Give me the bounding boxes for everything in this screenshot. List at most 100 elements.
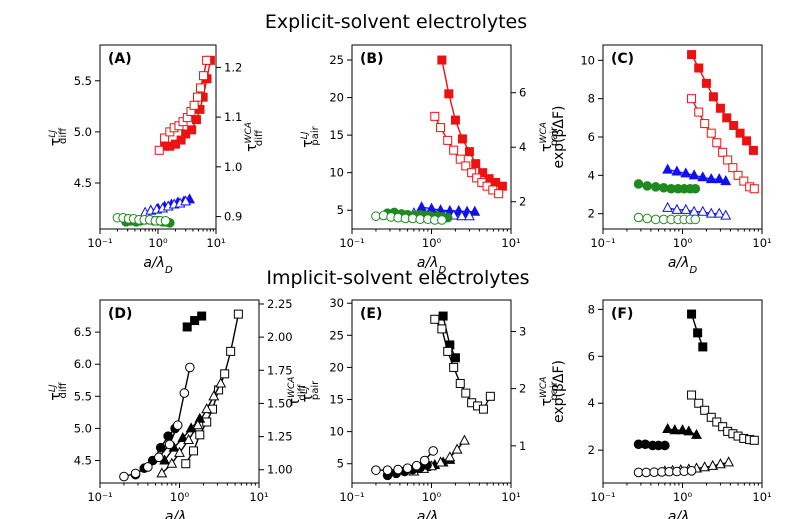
data-point-square [729, 121, 739, 130]
data-point-triangle [705, 207, 717, 218]
y-tick-label: 20 [329, 91, 344, 105]
y2-tick-label: 2 [519, 382, 526, 396]
plot-area [371, 311, 495, 481]
data-point-triangle [688, 169, 700, 180]
y2-tick-label: 1 [519, 439, 526, 453]
data-point-triangle [459, 434, 470, 445]
data-point-square [478, 168, 488, 178]
implicit-section-title: Implicit-solvent electrolytes [266, 267, 529, 289]
y-tick-label: 4.5 [74, 176, 92, 190]
data-point-circle [642, 213, 653, 224]
data-point-square [718, 147, 728, 157]
data-point-circle [164, 439, 175, 450]
data-point-square [494, 189, 504, 199]
y-axis-label-superscript: LJ [300, 386, 310, 394]
plot-frame [99, 44, 217, 230]
x-tick-label: 10⁻¹ [339, 490, 364, 504]
y2-axis-label-subscript: pair [549, 380, 560, 400]
x-axis-label: a/λD [668, 509, 698, 519]
y-tick-label: 4 [588, 396, 595, 410]
data-point-square [728, 163, 738, 173]
data-point-triangle [215, 377, 227, 388]
series-green-open-circle [633, 212, 701, 225]
x-axis-label-main: a/λ [165, 509, 187, 519]
data-point-circle [428, 446, 438, 456]
y-tick-label: 10 [580, 53, 595, 67]
y-tick-label: 10 [329, 166, 344, 180]
data-point-square [708, 92, 718, 102]
y-axis-label-superscript: LJ [48, 384, 58, 392]
plot-frame [602, 299, 763, 484]
x-tick-label: 10⁻¹ [87, 490, 112, 504]
data-point-square [202, 55, 212, 65]
y-axis-label-base: τ [48, 392, 64, 400]
data-point-square [700, 405, 710, 415]
x-tick-label: 10⁰ [673, 236, 693, 250]
series-green-filled-circle [633, 179, 701, 194]
plot-frame [351, 44, 512, 230]
panel-label-e: (E) [360, 306, 382, 322]
data-point-circle [650, 182, 661, 192]
y2-axis-label-subscript: diff [297, 383, 308, 400]
data-point-square [444, 89, 454, 99]
y2-tick-label: 1.2 [224, 60, 242, 74]
x-tick-label: 10⁰ [422, 490, 442, 504]
data-point-square [199, 71, 209, 81]
data-point-circle [641, 467, 652, 478]
data-point-square [742, 136, 752, 146]
x-tick-label: 10⁻¹ [590, 236, 615, 250]
x-tick-label: 10⁰ [673, 490, 693, 504]
data-point-triangle [469, 205, 481, 216]
data-point-circle [690, 183, 701, 194]
data-point-circle [650, 214, 661, 225]
x-tick-label: 10¹ [752, 490, 771, 504]
y-axis-label: τLJdiff [48, 127, 69, 146]
y2-axis-label: τWCAdiff [244, 122, 265, 152]
data-point-triangle [720, 209, 732, 220]
data-point-circle [155, 442, 166, 453]
data-point-square [712, 417, 722, 427]
data-point-square [706, 412, 716, 422]
data-point-triangle [699, 461, 711, 472]
data-point-circle [119, 471, 129, 482]
y-tick-label: 20 [329, 360, 344, 374]
y2-axis-label-subscript: pair [549, 126, 560, 146]
y-tick-label: 6.5 [74, 325, 92, 339]
data-point-triangle [713, 207, 725, 218]
data-point-circle [437, 215, 447, 225]
data-point-square [497, 181, 507, 191]
data-point-circle [185, 362, 195, 373]
data-point-triangle [456, 210, 468, 221]
data-point-triangle [444, 451, 456, 462]
y-axis-label: exp(βΔF) [551, 360, 567, 423]
data-point-square [430, 314, 440, 324]
data-point-triangle [723, 456, 735, 467]
y2-axis-label: τWCAdiff [287, 377, 308, 407]
data-point-square [748, 145, 758, 155]
data-point-circle [143, 462, 153, 472]
data-point-square [749, 184, 759, 194]
data-point-triangle [201, 403, 213, 414]
data-point-square [687, 309, 697, 319]
y2-axis-label-subscript: diff [254, 129, 265, 146]
y2-tick-label: 1.00 [267, 463, 293, 477]
data-point-square [715, 103, 725, 113]
data-point-square [197, 311, 207, 321]
data-point-circle [130, 468, 141, 479]
series-red-open-square [154, 55, 212, 155]
data-point-triangle [156, 467, 168, 478]
data-point-square [154, 145, 164, 155]
data-point-circle [633, 212, 644, 223]
data-point-square [449, 145, 459, 155]
x-tick-label: 10¹ [501, 236, 520, 250]
data-point-triangle [713, 173, 725, 184]
y-tick-label: 6.0 [74, 357, 92, 371]
y2-tick-label: 1.75 [267, 363, 293, 377]
data-point-square [694, 107, 704, 117]
data-point-square [706, 128, 716, 138]
y-tick-label: 8 [588, 92, 595, 106]
data-point-triangle [183, 433, 194, 444]
plot-area [119, 309, 243, 482]
data-point-square [443, 135, 453, 145]
